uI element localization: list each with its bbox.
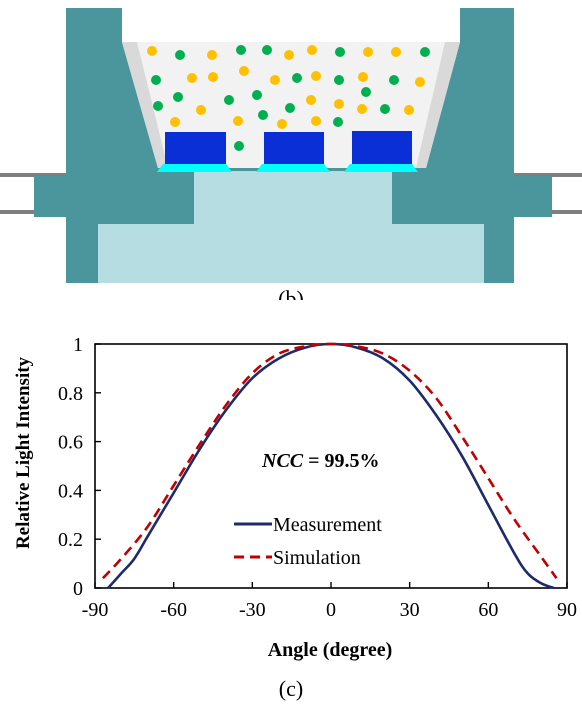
x-tick-label: -90 [82, 599, 109, 621]
substrate-top [194, 170, 392, 226]
phosphor-particle-yellow [277, 119, 287, 129]
panel-b-caption: (b) [278, 286, 304, 300]
chip-base-3 [344, 164, 418, 172]
phosphor-particle-green [292, 73, 302, 83]
x-tick-label: 60 [478, 599, 498, 621]
phosphor-particle-yellow [284, 50, 294, 60]
phosphor-particle-green [224, 95, 234, 105]
phosphor-particle-green [258, 110, 268, 120]
phosphor-particle-yellow [415, 77, 425, 87]
y-tick-label: 0.2 [58, 529, 83, 551]
led-chip-2 [264, 132, 324, 164]
phosphor-particle-green [333, 117, 343, 127]
y-tick-label: 0 [73, 578, 83, 600]
led-package-diagram: (b) [0, 8, 582, 300]
phosphor-particle-green [380, 104, 390, 114]
led-chip-3 [352, 131, 412, 164]
phosphor-particle-yellow [239, 66, 249, 76]
right-reflector-wall [416, 42, 460, 168]
x-axis-label: Angle (degree) [268, 639, 393, 661]
phosphor-particle-yellow [270, 75, 280, 85]
phosphor-particle-yellow [391, 47, 401, 57]
phosphor-particle-green [420, 47, 430, 57]
phosphor-particle-green [153, 101, 163, 111]
phosphor-particle-green [285, 103, 295, 113]
phosphor-particle-yellow [311, 116, 321, 126]
ncc-annotation: NCC = 99.5% [261, 450, 380, 472]
x-tick-label: -60 [160, 599, 187, 621]
x-tick-label: 90 [557, 599, 577, 621]
phosphor-particle-yellow [170, 117, 180, 127]
y-tick-label: 0.4 [58, 480, 83, 502]
phosphor-particle-yellow [357, 104, 367, 114]
phosphor-particle-yellow [196, 105, 206, 115]
left-lead [0, 173, 68, 177]
phosphor-particle-yellow [306, 95, 316, 105]
legend: Measurement Simulation [234, 514, 382, 569]
x-tick-label: 30 [400, 599, 420, 621]
ncc-label: NCC [261, 450, 304, 472]
phosphor-particle-yellow [358, 72, 368, 82]
phosphor-particle-yellow [187, 73, 197, 83]
y-tick-label: 0.6 [58, 432, 83, 454]
phosphor-particle-green [334, 75, 344, 85]
simulation-series-line [101, 342, 558, 580]
phosphor-particle-yellow [208, 72, 218, 82]
substrate-step-right [392, 168, 484, 224]
measurement-series-line [107, 342, 555, 590]
x-tick-label: 0 [326, 599, 336, 621]
chip-base-2 [256, 164, 330, 172]
panel-c-caption: (c) [279, 676, 303, 701]
x-tick-label: -30 [239, 599, 266, 621]
phosphor-particle-green [252, 90, 262, 100]
phosphor-particle-green [236, 45, 246, 55]
legend-measurement-label: Measurement [273, 514, 382, 536]
phosphor-particle-green [234, 141, 244, 151]
y-tick-label: 0.8 [58, 383, 83, 405]
phosphor-particle-yellow [307, 45, 317, 55]
phosphor-particle-green [151, 75, 161, 85]
left-reflector-wall [122, 42, 168, 168]
phosphor-particle-green [175, 50, 185, 60]
led-chip-1 [165, 132, 226, 164]
phosphor-particle-green [262, 45, 272, 55]
phosphor-particle-yellow [363, 47, 373, 57]
substrate-step-left [98, 168, 194, 224]
phosphor-particle-yellow [334, 99, 344, 109]
phosphor-particle-yellow [207, 50, 217, 60]
chip-base-1 [157, 164, 232, 172]
plot-area-frame [94, 343, 568, 589]
y-tick-label: 1 [73, 334, 83, 356]
legend-simulation-label: Simulation [273, 547, 361, 569]
phosphor-particle-yellow [147, 46, 157, 56]
phosphor-particle-yellow [404, 105, 414, 115]
phosphor-particle-green [335, 47, 345, 57]
y-axis-label: Relative Light Intensity [13, 356, 34, 549]
right-lead [512, 173, 582, 177]
phosphor-particle-green [361, 87, 371, 97]
phosphor-particle-yellow [233, 116, 243, 126]
phosphor-particles [147, 45, 430, 151]
phosphor-particle-yellow [311, 71, 321, 81]
ncc-value: = 99.5% [303, 450, 379, 472]
phosphor-particle-green [173, 92, 183, 102]
phosphor-particle-green [389, 75, 399, 85]
